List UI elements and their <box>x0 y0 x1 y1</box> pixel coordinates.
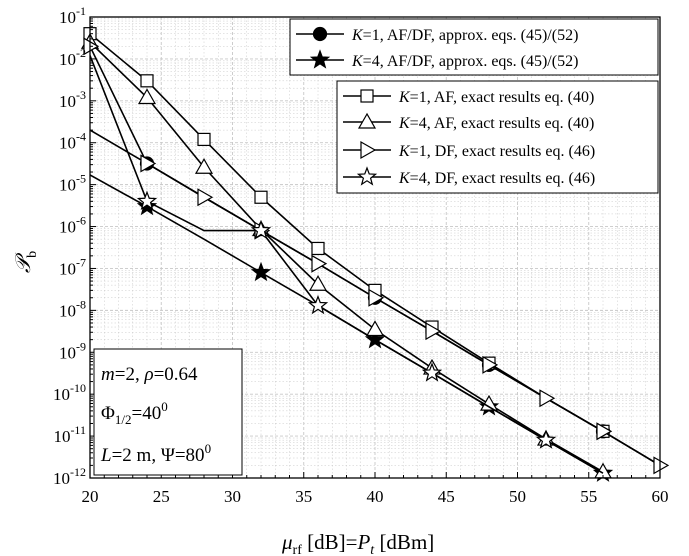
x-tick-label: 45 <box>438 487 455 506</box>
y-tick-label: 10-4 <box>59 130 86 153</box>
square-marker <box>197 132 211 147</box>
star-marker <box>250 261 272 282</box>
annotation-line-2: Φ1/2=400 <box>101 399 168 427</box>
y-tick-label: 10-9 <box>59 339 86 362</box>
legend-approx: K=1, AF/DF, approx. eqs. (45)/(52) K=4, A… <box>289 18 659 76</box>
series-k4_df_exact <box>90 55 604 474</box>
legend-item-k1_af_exact: K=1, AF, exact results eq. (40) <box>343 89 594 106</box>
y-tick-label: 10-5 <box>59 172 86 195</box>
legend-item-k1_approx: K=1, AF/DF, approx. eqs. (45)/(52) <box>296 26 578 44</box>
y-tick-label: 10-10 <box>53 381 86 404</box>
triangle-right-marker <box>425 322 442 341</box>
x-tick-label: 25 <box>153 487 170 506</box>
open-star-marker <box>250 219 272 240</box>
square-marker <box>254 190 268 204</box>
x-axis-label: μrf [dB]=Pt [dBm] <box>281 530 434 556</box>
y-tick-label: 10-1 <box>59 4 86 27</box>
triangle-right-marker <box>311 254 328 273</box>
open-star-marker <box>421 362 443 382</box>
axis-ticks <box>89 18 661 479</box>
series-line <box>90 41 604 473</box>
open-star-marker <box>136 190 158 210</box>
y-tick-label: 10-7 <box>59 255 86 278</box>
square-marker <box>140 74 154 88</box>
triangle-right-marker <box>197 188 214 207</box>
legend-label: K=1, AF, exact results eq. (40) <box>398 89 594 106</box>
legend-label: K=4, DF, exact results eq. (46) <box>398 170 595 187</box>
legend-approx-box <box>289 18 659 76</box>
triangle-right-marker <box>482 355 499 374</box>
x-tick-label: 40 <box>367 487 384 506</box>
open-star-marker <box>307 294 329 315</box>
y-tick-label: 10-12 <box>53 465 86 488</box>
circle-marker <box>312 26 328 42</box>
major-gridlines <box>90 17 660 478</box>
legend-label: K=1, AF/DF, approx. eqs. (45)/(52) <box>351 27 578 44</box>
triangle-right-marker <box>539 389 556 408</box>
legend-exact: K=1, AF, exact results eq. (40) K=4, AF, … <box>336 80 659 194</box>
series-layer <box>80 27 670 482</box>
annotation-line-3: L=2 m, Ψ=800 <box>100 441 211 466</box>
triangle-up-marker <box>365 320 385 337</box>
triangle-up-marker <box>308 275 328 291</box>
y-tick-label: 10-8 <box>59 297 86 320</box>
legend-item-k4_df_exact: K=4, DF, exact results eq. (46) <box>343 166 595 187</box>
triangle-right-marker <box>596 422 613 441</box>
y-tick-label: 10-6 <box>59 214 86 237</box>
legend-item-k1_df_exact: K=1, DF, exact results eq. (46) <box>343 140 595 160</box>
legend-label: K=4, AF/DF, approx. eqs. (45)/(52) <box>351 53 578 70</box>
x-tick-label: 60 <box>652 487 669 506</box>
x-tick-labels: 20 25 30 35 40 45 50 55 60 <box>82 487 669 506</box>
x-tick-label: 50 <box>509 487 526 506</box>
open-star-marker <box>535 429 557 449</box>
legend-item-k4_af_exact: K=4, AF, exact results eq. (40) <box>343 112 594 132</box>
triangle-right-marker <box>360 140 377 160</box>
triangle-up-marker <box>479 394 499 411</box>
parameter-annotation: m=2, ρ=0.64 Φ1/2=400 L=2 m, Ψ=800 <box>93 348 243 476</box>
legend-approx-items: K=1, AF/DF, approx. eqs. (45)/(52) K=4, A… <box>296 26 578 70</box>
legend-exact-items: K=1, AF, exact results eq. (40) K=4, AF, … <box>343 89 595 187</box>
legend-label: K=1, DF, exact results eq. (46) <box>398 143 595 160</box>
x-tick-label: 35 <box>295 487 312 506</box>
triangle-right-marker <box>140 154 157 173</box>
open-star-marker <box>356 166 378 186</box>
star-marker <box>309 49 331 69</box>
square-marker <box>360 89 374 103</box>
y-tick-label: 10-11 <box>53 423 86 446</box>
y-tick-label: 10-3 <box>59 88 86 111</box>
triangle-up-marker <box>357 112 377 129</box>
y-tick-label: 10-2 <box>59 46 86 69</box>
triangle-up-marker <box>194 158 214 174</box>
legend-label: K=4, AF, exact results eq. (40) <box>398 115 594 132</box>
square-marker <box>311 241 325 256</box>
triangle-up-marker <box>137 88 157 105</box>
triangle-right-marker <box>653 456 670 475</box>
x-tick-label: 55 <box>580 487 597 506</box>
legend-item-k4_approx: K=4, AF/DF, approx. eqs. (45)/(52) <box>296 49 578 70</box>
y-tick-labels: 10-1 10-2 10-3 10-4 10-5 10-6 10-7 10-8 10-9 10-1… <box>53 4 86 488</box>
series-line <box>90 55 604 474</box>
triangle-right-marker <box>368 288 385 307</box>
annotation-line-1: m=2, ρ=0.64 <box>101 364 198 385</box>
x-tick-label: 30 <box>224 487 241 506</box>
x-tick-label: 20 <box>82 487 99 506</box>
legend-exact-box <box>336 80 659 194</box>
annotation-box <box>93 348 243 476</box>
